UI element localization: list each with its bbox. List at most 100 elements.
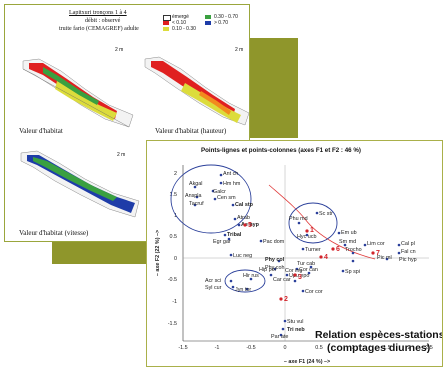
relation-label-1: Relation espèces-stations [315,329,443,341]
station-label: 5 [248,222,252,229]
station-label: 3 [298,274,302,281]
habitat-card: Lapitxuri tronçons 1 à 4 débit : observé… [4,4,250,242]
species-label: Sm md [339,239,356,245]
scale-label-3: 2 m [117,152,126,158]
station-label: 1 [310,227,314,234]
habitat-title-2: débit : observé [85,18,121,24]
species-label: Sc str [319,211,333,217]
x-tick: 1 [352,345,355,351]
species-label: Anspla [185,193,201,199]
species-label: Tur cab [297,261,315,267]
species-label: Lim cor [367,241,385,247]
species-label: Trocho [345,247,362,253]
species-label: Pic hyp [399,257,417,263]
legend-swatch-red [163,21,169,25]
species-label: Ant ch [223,171,238,177]
species-label: Stu vul [287,319,303,325]
species-label: Hyc ucb [297,234,316,240]
habitat-legend: émergé < 0.10 0.10 - 0.30 0.30 - 0.70 > … [163,14,247,36]
species-label: Phy col [265,257,285,263]
species-labels: Ant ch Hm hm Akgal Galcr Anspla Cen sm T… [185,171,417,340]
species-label: Tribal [227,232,242,238]
x-tick: 1.5 [383,345,391,351]
x-tick: 2 [408,345,411,351]
legend-label-emerge: émergé [172,14,189,20]
species-label: Car car [273,277,291,283]
species-label: Egr gar [213,239,231,245]
x-tick: 0 [284,345,287,351]
habitat-title-1: Lapitxuri tronçons 1 à 4 [69,10,127,16]
scale-label-2: 2 m [235,47,244,53]
species-label: Luc neg [233,253,252,259]
species-label: Cor cor [305,289,323,295]
station-markers: 1 2 3 4 5 6 7 [243,222,380,303]
legend-swatch-green [205,15,211,19]
species-label: Ae hyp [241,222,260,228]
species-label: Hm hm [223,181,241,187]
species-points [193,173,401,337]
station-label: 2 [284,296,288,303]
x-tick: 2.5 [425,345,433,351]
y-tick: 0 [174,256,177,262]
species-label: Phy coh [265,265,284,271]
x-axis-label: – axe F1 (24 %) –> [284,359,330,365]
species-label: Phu md [289,216,308,222]
cluster-ellipse-top [170,164,252,234]
habitat-map-total [22,58,134,128]
caption-hauteur: Valeur d'habitat (hauteur) [155,127,227,135]
scale-label-1: 2 m [115,47,124,53]
habitat-title-3: truite fario (CEMAGREF) adulte [59,26,139,32]
species-label: Cor can [299,267,318,273]
cluster-ellipse-left [224,269,266,293]
species-label: Cal pl [401,241,415,247]
y-tick: -0.5 [168,277,177,283]
legend-label-green: 0.30 - 0.70 [214,14,238,20]
station-label: 7 [376,250,380,257]
red-curve [268,184,376,260]
pca-card: Points-lignes et points-colonnes (axes F… [146,140,443,367]
species-label: Par ate [271,334,288,340]
caption-habitat: Valeur d'habitat [19,127,63,135]
species-label: Hip pol [259,267,276,273]
station-label: 4 [324,254,328,261]
species-label: Pac dom [263,239,285,245]
y-tick: -1 [172,299,177,305]
species-label: Tri neb [287,327,305,333]
species-label: Akgal [189,181,203,187]
habitat-map-hauteur [144,56,249,126]
y-axis-label: – axe F2 (22 %) –> [155,230,161,276]
species-label: Atrab [237,215,250,221]
y-tick: 1.5 [170,192,178,198]
y-tick: 1 [174,213,177,219]
legend-label-blue: > 0.70 [214,20,229,26]
species-label: Sp spi [345,269,360,275]
relation-label-2: (comptages diurnes) [327,342,431,354]
y-tick: 2 [174,171,177,177]
legend-swatch-yellow [163,27,169,31]
species-label: Acr sci [205,278,221,284]
legend-label-red: < 0.10 [172,20,187,26]
species-label: Em ub [341,230,357,236]
legend-swatch-blue [205,21,211,25]
species-label: Pic ml [377,255,392,261]
species-label: Cen sm [217,195,236,201]
species-label: Hir rus [243,273,259,279]
x-tick: -1 [215,345,220,351]
olive-block-bottom [52,240,152,264]
y-tick: -1.5 [168,321,177,327]
x-tick: -0.5 [246,345,255,351]
station-label: 6 [336,246,340,253]
species-label: Fal cn [401,249,416,255]
x-tick: -1.5 [178,345,187,351]
pca-plot: 2 1.5 1 0.5 0 -0.5 -1 -1.5 -1.5 -1 -0.5 … [155,164,433,365]
caption-vitesse: Valeur d'habitat (vitesse) [19,229,89,237]
legend-label-yellow: 0.10 - 0.30 [172,26,196,32]
species-label: Galcr [213,189,226,195]
pca-title: Points-lignes et points-colonnes (axes F… [201,147,361,154]
species-label: Cor ing [285,268,302,274]
cluster-ellipse-mid [288,202,338,244]
species-label: Turner [305,247,321,253]
species-label: Upu epo [289,273,309,279]
species-label: Tacruf [189,201,204,207]
y-tick: 0.5 [170,234,178,240]
